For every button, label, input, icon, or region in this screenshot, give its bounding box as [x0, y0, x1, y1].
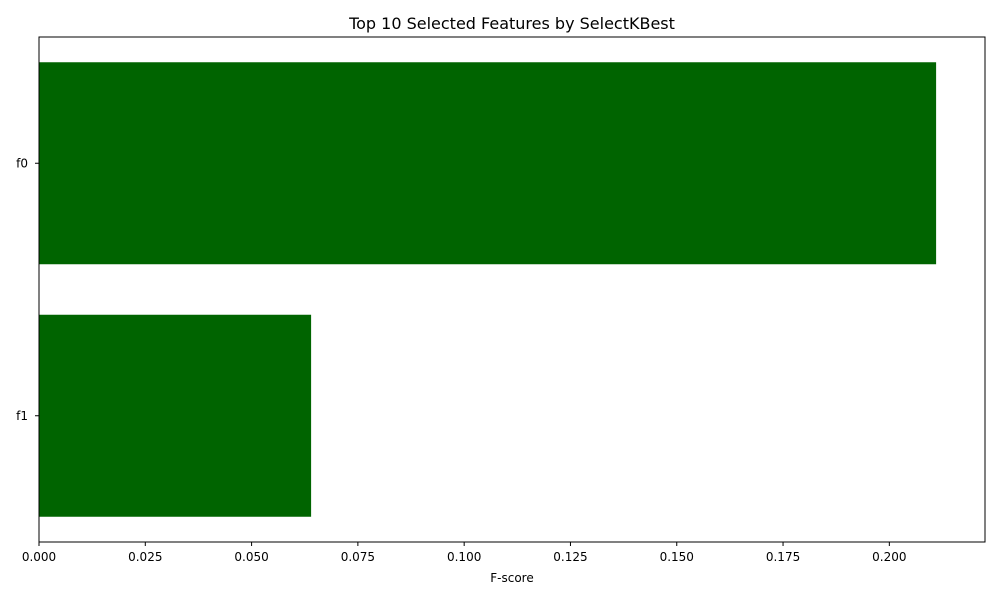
y-tick-label: f1 [16, 409, 28, 423]
x-tick-label: 0.125 [553, 550, 587, 564]
bars-layer [39, 62, 937, 517]
y-tick-label: f0 [16, 156, 28, 170]
bar-f0 [39, 62, 937, 265]
x-tick-label: 0.200 [872, 550, 906, 564]
x-axis-label: F-score [490, 571, 533, 585]
x-tick-label: 0.175 [766, 550, 800, 564]
x-tick-label: 0.025 [128, 550, 162, 564]
x-tick-label: 0.075 [341, 550, 375, 564]
x-axis-ticks: 0.000 0.025 0.050 0.075 0.100 0.125 0.150 0.175… [22, 542, 907, 564]
x-tick-label: 0.000 [22, 550, 56, 564]
x-tick-label: 0.150 [660, 550, 694, 564]
x-tick-label: 0.050 [234, 550, 268, 564]
bar-f1 [39, 314, 312, 517]
x-tick-label: 0.100 [447, 550, 481, 564]
plot-frame [38, 36, 986, 543]
chart-title: Top 10 Selected Features by SelectKBest [348, 14, 675, 33]
y-axis-ticks: f0 f1 [16, 156, 39, 423]
